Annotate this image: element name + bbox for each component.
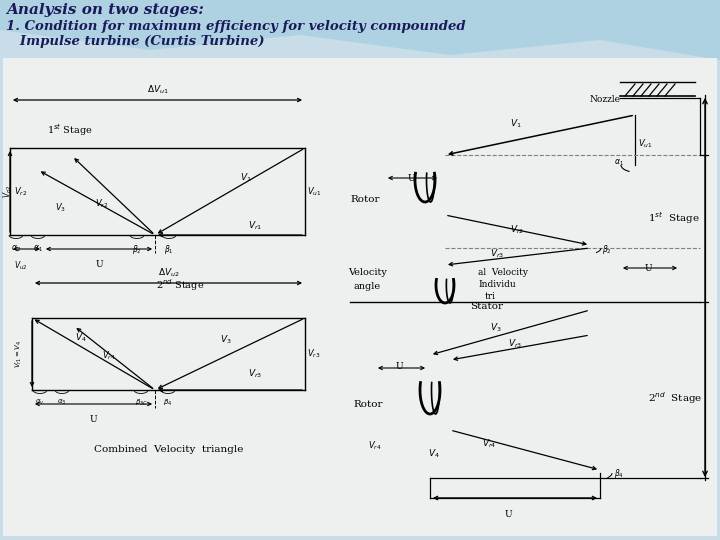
Text: $\alpha_2$: $\alpha_2$: [11, 243, 21, 253]
Text: $V_{u1}$: $V_{u1}$: [307, 185, 322, 198]
Text: $\alpha_1$: $\alpha_1$: [33, 243, 43, 253]
Text: $V_{r4}$: $V_{r4}$: [102, 350, 116, 362]
Text: $\beta_2$: $\beta_2$: [602, 243, 612, 256]
Text: U: U: [645, 264, 652, 273]
Text: $V_{r3}$: $V_{r3}$: [508, 337, 522, 349]
Text: $V_{u1}$: $V_{u1}$: [638, 138, 652, 151]
Text: $V_{r1}=V_4$: $V_{r1}=V_4$: [14, 340, 24, 368]
Text: $\beta_1$: $\beta_1$: [164, 243, 174, 256]
Text: Combined  Velocity  triangle: Combined Velocity triangle: [94, 445, 243, 454]
Text: $V_3$: $V_3$: [490, 322, 502, 334]
Text: 2$^{nd}$ Stage: 2$^{nd}$ Stage: [156, 277, 204, 293]
Text: $\alpha_v$: $\alpha_v$: [35, 398, 45, 407]
Text: 1$^{st}$  Stage: 1$^{st}$ Stage: [648, 210, 700, 226]
Text: Stator: Stator: [470, 302, 503, 311]
Text: $V_{r2}$: $V_{r2}$: [14, 185, 27, 198]
Text: Analysis on two stages:: Analysis on two stages:: [6, 3, 204, 17]
Text: $\beta_2$: $\beta_2$: [132, 243, 142, 256]
Text: $V_{r4}$: $V_{r4}$: [368, 440, 382, 453]
Text: al  Velocity: al Velocity: [478, 268, 528, 277]
Text: $\beta_4$: $\beta_4$: [614, 467, 624, 480]
Text: $V_{r3}$: $V_{r3}$: [307, 348, 320, 360]
Text: tri: tri: [485, 292, 496, 301]
Text: U: U: [95, 260, 103, 269]
Text: 1. Condition for maximum efficiency for velocity compounded: 1. Condition for maximum efficiency for …: [6, 20, 466, 33]
Text: 1$^{st}$ Stage: 1$^{st}$ Stage: [47, 122, 93, 138]
Bar: [3, 58, 717, 536]
Text: $V_{r1}$: $V_{r1}$: [248, 220, 262, 233]
Text: $V_1$: $V_1$: [240, 172, 252, 185]
Text: Individu: Individu: [478, 280, 516, 289]
Text: U: U: [408, 174, 415, 183]
Text: $V_4$: $V_4$: [428, 448, 440, 461]
Text: $V_3$: $V_3$: [220, 333, 232, 346]
Text: $V_{r2}$: $V_{r2}$: [95, 197, 108, 210]
Text: $\Delta V_{u2}$: $\Delta V_{u2}$: [158, 267, 179, 279]
Polygon shape: [0, 0, 720, 60]
Text: $\beta_4$: $\beta_4$: [163, 398, 173, 408]
Text: Impulse turbine (Curtis Turbine): Impulse turbine (Curtis Turbine): [6, 35, 264, 48]
Text: Velocity: Velocity: [348, 268, 387, 277]
Text: $V_1$: $V_1$: [510, 118, 522, 131]
Text: Rotor: Rotor: [353, 400, 382, 409]
Text: $V_{r3}$: $V_{r3}$: [490, 248, 504, 260]
Text: Rotor: Rotor: [350, 195, 379, 204]
Text: $\alpha_1$: $\alpha_1$: [614, 158, 624, 168]
Text: 2$^{nd}$  Stage: 2$^{nd}$ Stage: [648, 390, 703, 406]
Text: Nozzle: Nozzle: [590, 95, 621, 104]
Text: angle: angle: [353, 282, 380, 291]
Text: $\beta_{3C}$: $\beta_{3C}$: [135, 398, 148, 408]
Text: $V_{r4}$: $V_{r4}$: [482, 437, 496, 449]
Text: $V_{r2}$: $V_{r2}$: [510, 223, 524, 235]
Text: $V_4$: $V_4$: [75, 332, 87, 345]
Text: $V_{p2}$: $V_{p2}$: [2, 185, 15, 198]
Text: $\alpha_3$: $\alpha_3$: [58, 398, 67, 407]
Text: U: U: [504, 510, 512, 519]
Text: $V_3$: $V_3$: [55, 202, 66, 214]
Text: U: U: [396, 362, 404, 371]
Text: U: U: [89, 415, 96, 424]
Text: $V_{u2}$: $V_{u2}$: [14, 260, 27, 273]
Text: $V_{r3}$: $V_{r3}$: [248, 368, 262, 381]
Text: $\Delta V_{u1}$: $\Delta V_{u1}$: [147, 84, 168, 96]
